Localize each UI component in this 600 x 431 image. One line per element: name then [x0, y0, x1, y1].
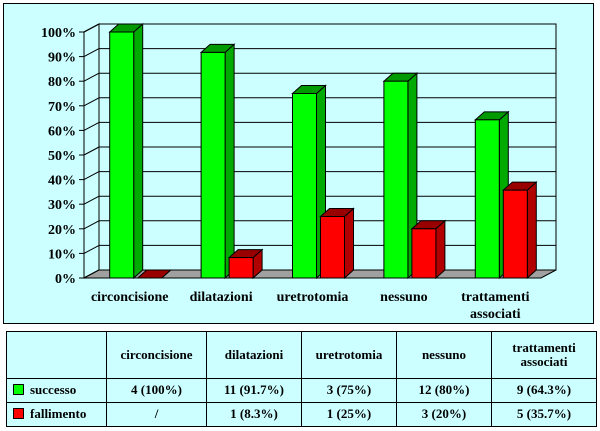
row-label-fallimento: fallimento: [6, 401, 107, 428]
table-cell: 9 (64.3%): [491, 377, 597, 403]
bar: [292, 93, 317, 279]
table-cell: 3 (20%): [396, 401, 492, 428]
bar: [383, 80, 409, 279]
gridline-side: [83, 171, 100, 181]
y-tick-label: 50%: [48, 149, 76, 164]
y-tick-label: 90%: [48, 51, 76, 66]
data-table: circoncisione dilatazioni uretrotomia ne…: [6, 331, 597, 428]
row-label-text: fallimento: [30, 406, 87, 422]
table-cell: 4 (100%): [106, 377, 207, 403]
bar-side: [435, 219, 446, 280]
y-tick-label: 40%: [48, 174, 76, 189]
legend-swatch-successo: [13, 384, 24, 396]
y-tick-label: 80%: [48, 75, 76, 90]
bar-top: [136, 269, 173, 279]
table-cell: 12 (80%): [396, 377, 492, 403]
y-tick-label: 100%: [41, 26, 76, 41]
table-header-cell: uretrotomia: [301, 331, 397, 379]
row-label-successo: successo: [6, 377, 107, 403]
gridline-side: [83, 195, 100, 205]
legend-swatch-fallimento: [13, 408, 24, 420]
bar: [320, 216, 345, 279]
table-cell: 1 (8.3%): [206, 401, 302, 428]
table-corner-cell: [6, 331, 107, 379]
bar: [474, 119, 500, 279]
y-tick-label: 60%: [48, 124, 76, 139]
y-tick-label: 10%: [48, 247, 76, 262]
bar-side: [224, 43, 235, 280]
table-header-cell: nessuno: [396, 331, 492, 379]
table-cell: 11 (91.7%): [206, 377, 302, 403]
table-cell: 5 (35.7%): [491, 401, 597, 428]
bar: [411, 228, 437, 279]
gridline-side: [83, 121, 100, 131]
gridline-side: [83, 23, 100, 33]
x-tick-label: associati: [470, 307, 521, 322]
table-header-cell: dilatazioni: [206, 331, 302, 379]
bar: [109, 31, 135, 279]
bar-side: [133, 22, 144, 280]
y-tick-label: 20%: [48, 223, 76, 238]
row-label-text: successo: [30, 382, 77, 398]
x-tick-label: nessuno: [380, 290, 427, 305]
gridline-side: [83, 146, 100, 156]
x-tick-label: circoncisione: [91, 290, 169, 305]
gridline-side: [83, 97, 100, 107]
chart-panel: 0% 10% 20% 30% 40% 50% 60% 70% 80% 90% 100% circonc…: [3, 3, 594, 324]
table-row-successo: successo 4 (100%) 11 (91.7%) 3 (75%) 12 …: [6, 377, 597, 403]
table-header-cell: circoncisione: [106, 331, 207, 379]
table-cell: 3 (75%): [301, 377, 397, 403]
table-header-row: circoncisione dilatazioni uretrotomia ne…: [6, 331, 597, 379]
x-tick-label: trattamenti: [461, 290, 530, 305]
bar-chart: 0% 10% 20% 30% 40% 50% 60% 70% 80% 90% 100% circonc…: [41, 22, 557, 322]
bar: [228, 257, 254, 279]
gridline-side: [83, 48, 100, 58]
table-cell: 1 (25%): [301, 401, 397, 428]
gridline-side: [83, 72, 100, 82]
y-tick-label: 30%: [48, 198, 76, 213]
y-tick-label: 0%: [55, 272, 76, 287]
gridline-side: [83, 220, 100, 230]
x-tick-label: dilatazioni: [190, 290, 253, 305]
bar-side: [526, 181, 537, 280]
x-tick-label: uretrotomia: [277, 290, 349, 305]
bar-side: [344, 207, 354, 280]
table-cell: /: [106, 401, 207, 428]
y-tick-label: 70%: [48, 100, 76, 115]
table-row-fallimento: fallimento / 1 (8.3%) 1 (25%) 3 (20%) 5 …: [6, 401, 597, 428]
bar: [502, 189, 528, 279]
bar: [200, 51, 226, 279]
table-header-cell: trattamenti associati: [491, 331, 597, 379]
gridline-side: [83, 244, 100, 254]
